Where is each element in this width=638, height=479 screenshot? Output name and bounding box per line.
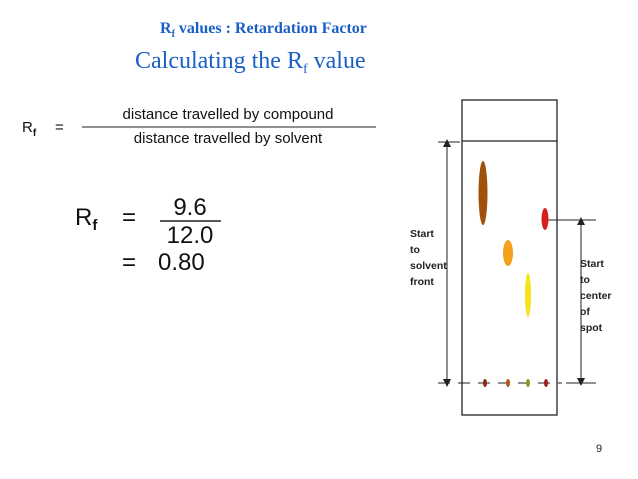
solvent-label: front [410,276,434,288]
example-equals: = [122,249,136,276]
spot-label: spot [580,322,603,334]
formula-denominator: distance travelled by solvent [134,130,323,147]
spot-label: to [580,274,590,286]
solvent-label: solvent [410,260,447,272]
formula-numerator: distance travelled by compound [123,106,334,123]
page-number: 9 [596,443,602,455]
example-denominator: 12.0 [167,222,214,249]
formula-lhs: Rf [22,119,37,139]
solvent-label: Start [410,228,434,240]
example-numerator: 9.6 [173,194,206,221]
example-lhs: Rf [75,204,98,234]
spot-label: of [580,306,590,318]
subtitle: Rf values : Retardation Factor [160,20,367,40]
spot-label: Start [580,258,604,270]
example-equals: = [122,204,136,231]
example-result: 0.80 [158,249,205,276]
formula-equals: = [55,119,64,136]
spot-label: center [580,290,612,302]
title: Calculating the Rf value [135,48,366,77]
tlc-plate [438,99,596,416]
solvent-label: to [410,244,420,256]
